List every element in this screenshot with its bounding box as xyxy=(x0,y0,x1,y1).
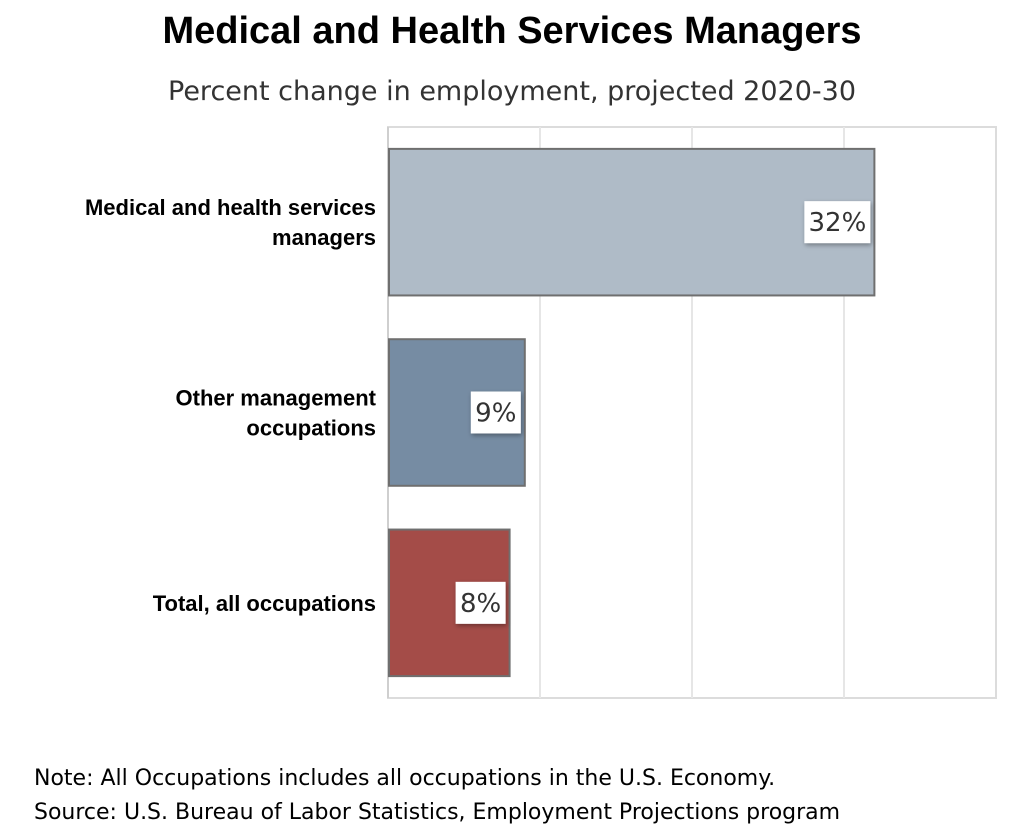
data-label: 32% xyxy=(804,201,871,244)
category-label: Other management occupations xyxy=(176,386,377,441)
category-label: Total, all occupations xyxy=(153,591,376,616)
note-text: Note: All Occupations includes all occup… xyxy=(34,766,776,791)
chart-title: Medical and Health Services Managers xyxy=(162,10,862,52)
bars xyxy=(388,147,876,678)
data-label-text: 32% xyxy=(809,208,867,238)
category-labels: Medical and health services managers Other… xyxy=(85,195,377,616)
source-text: Source: U.S. Bureau of Labor Statistics,… xyxy=(34,800,841,825)
data-labels: 32% 9% 8% xyxy=(455,201,871,624)
chart-subtitle: Percent change in employment, projected … xyxy=(168,76,856,107)
data-label: 8% xyxy=(455,581,506,624)
data-label: 9% xyxy=(470,391,521,434)
category-label: Medical and health services managers xyxy=(85,195,376,250)
data-label-box xyxy=(804,201,871,244)
footnotes: Note: All Occupations includes all occup… xyxy=(34,762,840,830)
data-label-text: 8% xyxy=(460,589,501,619)
data-label-box xyxy=(470,391,521,434)
bar xyxy=(388,147,876,297)
data-label-text: 9% xyxy=(475,399,516,429)
data-label-box xyxy=(455,581,506,624)
